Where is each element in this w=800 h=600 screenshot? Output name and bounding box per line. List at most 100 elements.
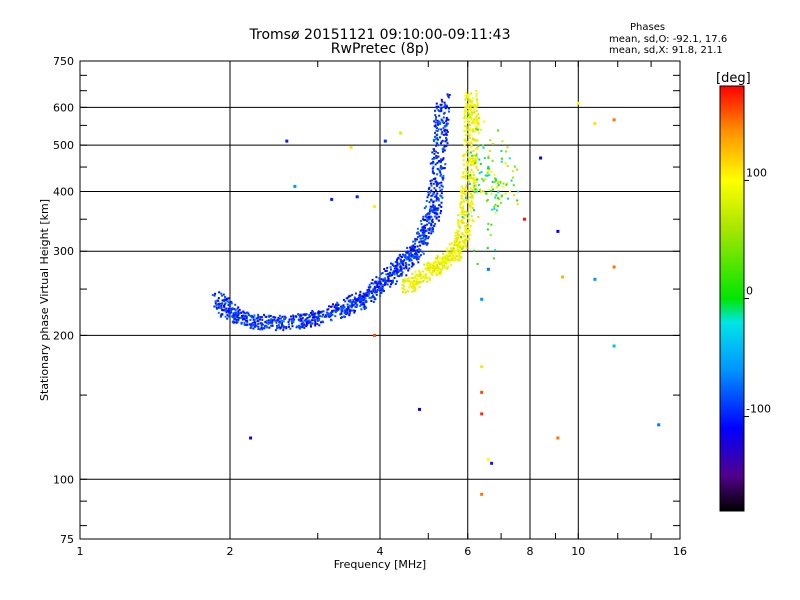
echo-point <box>482 179 485 182</box>
echo-point <box>313 314 316 317</box>
echo-point <box>433 208 436 211</box>
echo-point <box>374 291 377 294</box>
echo-point <box>233 318 236 321</box>
echo-point <box>425 214 428 217</box>
echo-point <box>496 205 499 208</box>
echo-point <box>226 317 229 320</box>
echo-point <box>439 161 442 164</box>
echo-point <box>375 293 378 296</box>
echo-point <box>454 231 457 234</box>
echo-point <box>500 160 503 163</box>
echo-point <box>418 248 421 251</box>
echo-point <box>470 162 473 165</box>
echo-point <box>306 316 309 319</box>
echo-point <box>467 147 470 150</box>
echo-point <box>404 256 407 259</box>
echo-point <box>470 142 473 144</box>
echo-point <box>281 322 283 325</box>
echo-point <box>469 116 472 119</box>
echo-point <box>393 265 395 268</box>
echo-point <box>213 294 216 297</box>
echo-point <box>355 299 358 302</box>
echo-point <box>216 307 218 310</box>
echo-point <box>234 313 237 316</box>
echo-point <box>443 105 446 108</box>
echo-point <box>281 315 284 318</box>
echo-point <box>361 295 364 298</box>
echo-point <box>409 285 412 288</box>
echo-point <box>462 234 465 237</box>
echo-point <box>470 118 473 121</box>
echo-point <box>438 110 441 113</box>
echo-point <box>464 109 466 112</box>
echo-point <box>423 207 426 210</box>
echo-point <box>401 263 404 266</box>
echo-point <box>465 240 468 242</box>
echo-point <box>441 260 444 263</box>
echo-point <box>385 269 388 272</box>
echo-point <box>308 321 311 324</box>
echo-point <box>407 252 410 255</box>
echo-point <box>468 183 471 185</box>
echo-point <box>436 265 439 268</box>
echo-point <box>467 96 470 99</box>
echo-point <box>368 296 371 299</box>
echo-point <box>311 322 314 325</box>
echo-point <box>364 297 367 300</box>
echo-point <box>400 266 403 269</box>
echo-point <box>229 310 232 313</box>
echo-point <box>234 314 237 317</box>
echo-point <box>471 188 473 191</box>
echo-point <box>424 274 427 277</box>
y-tick-label: 100 <box>53 473 74 486</box>
echo-point <box>360 300 363 303</box>
echo-point <box>453 259 456 262</box>
echo-point <box>289 327 292 330</box>
colorbar-gradient <box>719 85 745 512</box>
echo-point <box>256 320 259 323</box>
echo-point <box>427 190 429 193</box>
echo-point <box>240 316 242 319</box>
echo-point <box>445 145 448 148</box>
echo-point <box>362 306 365 309</box>
echo-point <box>243 316 246 319</box>
echo-point <box>462 172 465 175</box>
echo-point <box>435 106 438 108</box>
echo-point <box>288 319 291 322</box>
echo-point <box>421 270 424 273</box>
echo-point <box>475 93 478 95</box>
echo-point <box>436 209 439 211</box>
echo-point <box>234 303 237 306</box>
echo-point <box>368 290 371 293</box>
echo-point <box>465 189 468 192</box>
echo-point <box>470 164 473 166</box>
echo-point <box>345 307 348 310</box>
echo-point <box>487 222 490 225</box>
echo-point <box>429 277 432 280</box>
echo-point <box>434 177 437 180</box>
echo-point <box>516 203 519 206</box>
echo-point <box>455 250 458 253</box>
echo-point <box>354 292 357 295</box>
echo-point <box>242 310 245 313</box>
echo-point <box>472 127 474 130</box>
echo-point <box>442 265 444 268</box>
echo-point <box>460 189 463 192</box>
echo-point <box>469 176 472 179</box>
echo-point <box>305 318 307 321</box>
echo-point <box>460 220 463 223</box>
echo-point <box>302 313 305 316</box>
echo-point <box>433 120 436 123</box>
echo-point <box>431 179 434 182</box>
echo-point <box>433 269 436 272</box>
echo-point <box>501 194 503 197</box>
echo-point <box>265 320 268 323</box>
echo-point <box>440 142 442 145</box>
echo-point <box>480 171 483 174</box>
echo-point <box>433 150 436 152</box>
axis-ticks: 1 2 4 6 8 10 16 75 100 200 300 400 500 600 750 <box>53 55 687 558</box>
echo-point <box>473 120 476 123</box>
echo-point <box>390 262 392 265</box>
echo-point <box>430 232 433 235</box>
